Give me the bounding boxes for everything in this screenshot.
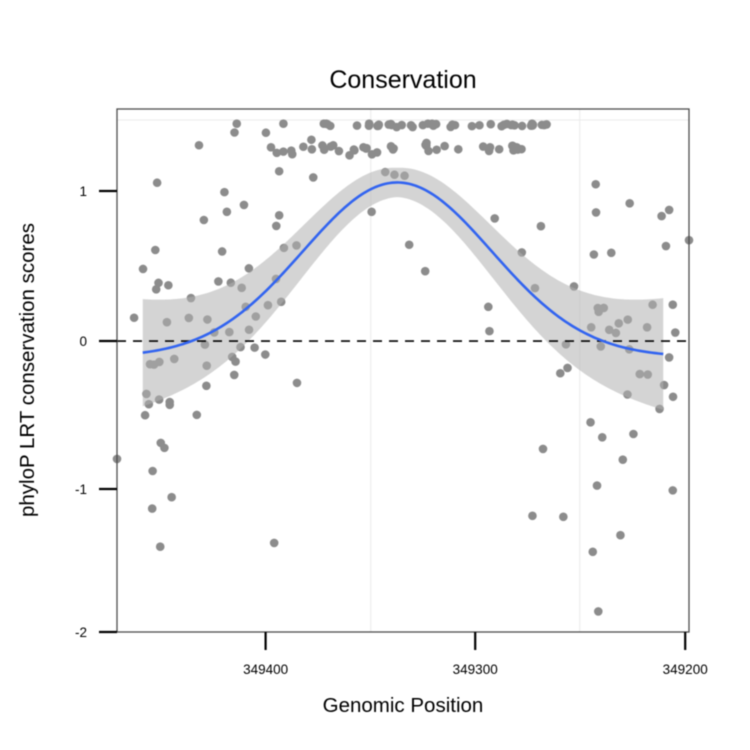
svg-text:Genomic Position: Genomic Position <box>323 694 484 717</box>
svg-text:phyloP LRT conservation scores: phyloP LRT conservation scores <box>16 223 39 517</box>
svg-text:-2: -2 <box>75 625 87 640</box>
svg-text:349400: 349400 <box>243 662 288 677</box>
svg-text:349300: 349300 <box>453 662 498 677</box>
svg-text:Conservation: Conservation <box>329 66 476 94</box>
svg-text:349200: 349200 <box>663 662 708 677</box>
svg-text:1: 1 <box>79 184 87 199</box>
svg-text:-1: -1 <box>75 482 87 497</box>
svg-text:0: 0 <box>79 334 87 349</box>
